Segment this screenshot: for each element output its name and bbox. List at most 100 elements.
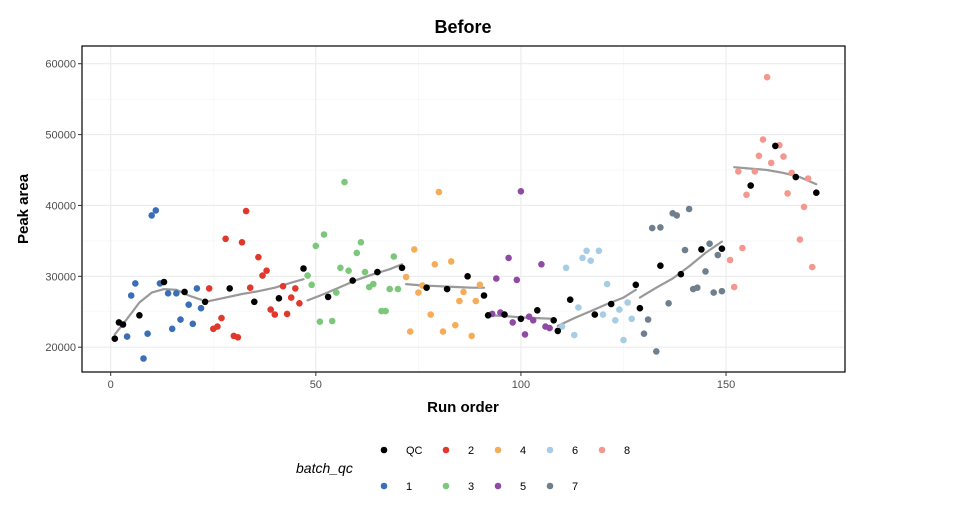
data-point-4	[431, 261, 439, 268]
data-point-8	[796, 236, 804, 243]
data-point-7	[673, 212, 681, 219]
data-point-7	[710, 289, 717, 296]
data-point-6	[562, 264, 570, 272]
data-point-qc	[792, 173, 800, 181]
x-tick-label: 100	[512, 379, 530, 391]
data-point-qc	[480, 292, 488, 299]
data-point-3	[333, 289, 340, 296]
legend-key	[546, 446, 554, 454]
legend-label: 7	[572, 481, 578, 493]
data-point-2	[222, 235, 229, 243]
data-point-2	[242, 207, 250, 215]
data-point-7	[653, 348, 660, 355]
data-point-7	[706, 240, 713, 247]
data-point-qc	[698, 246, 705, 253]
data-point-8	[739, 244, 746, 252]
data-point-7	[665, 300, 672, 307]
data-point-4	[460, 288, 467, 296]
data-point-4	[468, 332, 476, 340]
data-point-qc	[517, 315, 525, 323]
legend-title: batch_qc	[296, 460, 353, 476]
trend-lines	[113, 166, 818, 336]
data-point-8	[751, 168, 759, 175]
data-point-1	[123, 333, 131, 340]
data-point-3	[312, 242, 320, 250]
data-point-7	[718, 287, 726, 295]
plot-panel	[82, 46, 845, 372]
x-tick-label: 0	[108, 379, 114, 391]
data-point-8	[784, 190, 791, 197]
data-point-6	[628, 315, 635, 323]
data-point-2	[283, 310, 291, 318]
data-point-3	[345, 267, 352, 275]
data-point-3	[386, 285, 394, 293]
data-point-7	[640, 330, 648, 338]
data-point-qc	[636, 304, 644, 312]
chart-title: Before	[434, 17, 491, 37]
data-point-qc	[677, 270, 685, 278]
data-point-2	[218, 314, 225, 322]
legend-label: 6	[572, 445, 578, 457]
data-point-qc	[300, 265, 307, 272]
data-point-5	[513, 276, 521, 284]
y-axis-title: Peak area	[15, 173, 32, 244]
data-point-2	[287, 294, 295, 301]
data-point-qc	[443, 285, 451, 293]
data-point-8	[743, 191, 750, 199]
data-point-1	[177, 316, 184, 323]
legend-label: 2	[468, 445, 474, 457]
data-point-3	[328, 317, 336, 325]
data-point-qc	[484, 312, 492, 319]
data-point-3	[357, 239, 365, 246]
data-point-5	[521, 331, 529, 338]
trend-line	[556, 288, 637, 327]
y-tick-label: 40000	[45, 200, 76, 212]
data-point-6	[587, 257, 594, 265]
data-point-qc	[201, 298, 209, 306]
trend-line	[113, 288, 203, 336]
data-point-4	[435, 188, 443, 196]
y-tick-label: 50000	[45, 130, 76, 142]
data-point-2	[246, 284, 254, 292]
data-point-qc	[398, 264, 406, 272]
data-point-1	[152, 207, 160, 214]
y-tick-label: 60000	[45, 59, 76, 71]
data-point-6	[620, 336, 627, 344]
data-point-qc	[324, 293, 332, 301]
data-point-qc	[718, 245, 726, 252]
data-point-8	[780, 153, 787, 160]
data-point-7	[648, 224, 656, 232]
data-point-7	[702, 268, 709, 275]
data-point-qc	[251, 298, 258, 306]
data-point-2	[238, 239, 246, 246]
data-point-8	[808, 263, 816, 271]
legend-label: 4	[520, 445, 526, 457]
data-point-1	[173, 290, 180, 297]
x-axis: 0 50 100 150	[108, 372, 735, 391]
data-point-8	[759, 136, 767, 143]
data-point-4	[447, 258, 455, 265]
data-point-7	[644, 316, 652, 323]
data-point-2	[267, 306, 275, 313]
data-point-6	[579, 254, 586, 262]
data-point-4	[476, 281, 484, 289]
data-point-6	[558, 323, 566, 330]
legend-key	[380, 482, 388, 490]
data-point-1	[127, 292, 135, 299]
data-point-4	[439, 328, 447, 335]
data-point-7	[714, 251, 722, 259]
trend-line	[306, 263, 404, 302]
data-point-2	[271, 311, 279, 318]
data-point-8	[788, 169, 795, 177]
data-point-4	[402, 273, 410, 281]
data-point-qc	[657, 262, 664, 270]
x-axis-title: Run order	[427, 399, 499, 416]
data-point-2	[255, 253, 262, 261]
data-point-8	[763, 73, 771, 81]
data-point-4	[452, 321, 459, 329]
data-point-1	[193, 285, 201, 292]
legend-label: 1	[406, 481, 412, 493]
data-point-qc	[550, 317, 557, 324]
data-point-3	[370, 280, 377, 288]
